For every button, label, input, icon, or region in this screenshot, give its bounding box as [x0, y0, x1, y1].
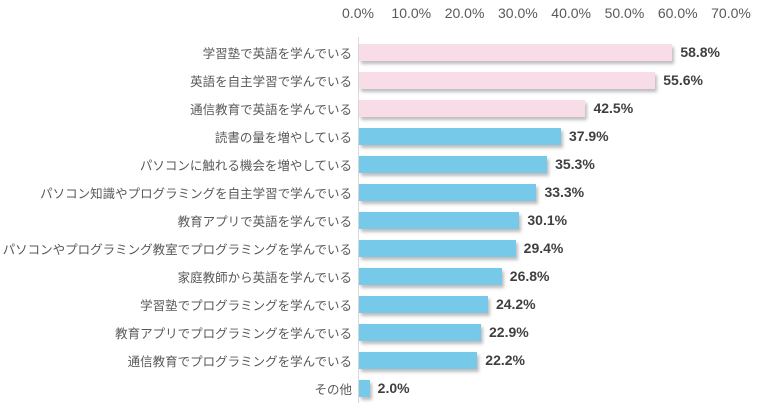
x-axis-tick-labels: 0.0% 10.0% 20.0% 30.0% 40.0% 50.0% 60.0% 70.0% — [342, 5, 751, 25]
value-label: 22.2% — [485, 352, 525, 368]
bar — [359, 239, 516, 257]
category-label: 家庭教師から英語を学んでいる — [177, 270, 352, 285]
bar — [359, 71, 656, 89]
value-label: 35.3% — [555, 156, 595, 172]
bar-row: 読書の量を増やしている 37.9% — [0, 122, 759, 150]
category-label: 読書の量を増やしている — [214, 130, 352, 145]
bar-row: 英語を自主学習で学んでいる 55.6% — [0, 66, 759, 94]
value-label: 37.9% — [568, 128, 609, 144]
value-label: 2.0% — [377, 380, 410, 396]
bar — [359, 155, 548, 173]
value-label: 55.6% — [663, 72, 703, 88]
bar — [359, 43, 673, 61]
bar-track: 2.0% — [359, 379, 732, 397]
bar-row: 教育アプリでプログラミングを学んでいる 22.9% — [0, 318, 759, 346]
category-label: 教育アプリでプログラミングを学んでいる — [115, 326, 352, 341]
x-axis-tick-label: 50.0% — [604, 5, 645, 21]
x-axis-tick-label: 70.0% — [711, 5, 751, 21]
category-label: 英語を自主学習で学んでいる — [190, 74, 352, 89]
category-label: 教育アプリで英語を学んでいる — [177, 214, 352, 229]
bar-track: 24.2% — [359, 295, 732, 313]
bar — [359, 323, 482, 341]
bar-row: 家庭教師から英語を学んでいる 26.8% — [0, 262, 759, 290]
bar-row: その他 2.0% — [0, 374, 759, 402]
bar — [359, 127, 561, 145]
value-label: 58.8% — [680, 44, 721, 60]
bar-track: 33.3% — [359, 183, 732, 201]
x-axis-tick-label: 0.0% — [342, 5, 374, 21]
bar-track: 22.9% — [359, 323, 732, 341]
bar-track: 29.4% — [359, 239, 732, 257]
bar — [359, 379, 370, 397]
bar — [359, 183, 537, 201]
bar-row: パソコンやプログラミング教室でプログラミングを学んでいる 29.4% — [0, 234, 759, 262]
x-axis-tick-label: 10.0% — [391, 5, 432, 21]
value-label: 29.4% — [523, 240, 564, 256]
x-axis-tick-label: 30.0% — [497, 5, 538, 21]
bar-row: 通信教育で英語を学んでいる 42.5% — [0, 94, 759, 122]
category-label: 学習塾でプログラミングを学んでいる — [140, 298, 352, 313]
bar-track: 37.9% — [359, 127, 732, 145]
value-label: 22.9% — [489, 324, 529, 340]
bar-row: 学習塾でプログラミングを学んでいる 24.2% — [0, 290, 759, 318]
bar-track: 58.8% — [359, 43, 732, 61]
category-label: その他 — [314, 382, 352, 397]
bar-rows: 学習塾で英語を学んでいる 58.8% 英語を自主学習で学んでいる 55.6% 通信教育で… — [0, 38, 759, 402]
bar-row: 通信教育でプログラミングを学んでいる 22.2% — [0, 346, 759, 374]
bar-track: 42.5% — [359, 99, 732, 117]
category-label: パソコン知識やプログラミングを自主学習で学んでいる — [40, 186, 352, 201]
bar — [359, 211, 520, 229]
x-axis-tick-label: 20.0% — [444, 5, 485, 21]
bar-row: パソコンに触れる機会を増やしている 35.3% — [0, 150, 759, 178]
category-label: 学習塾で英語を学んでいる — [202, 46, 352, 61]
bar-row: 学習塾で英語を学んでいる 58.8% — [0, 38, 759, 66]
value-label: 26.8% — [509, 268, 550, 284]
value-label: 30.1% — [527, 212, 568, 228]
bar — [359, 351, 478, 369]
bar-track: 30.1% — [359, 211, 732, 229]
bar-track: 26.8% — [359, 267, 732, 285]
bar-track: 55.6% — [359, 71, 732, 89]
bar-row: パソコン知識やプログラミングを自主学習で学んでいる 33.3% — [0, 178, 759, 206]
bar-track: 35.3% — [359, 155, 732, 173]
bar — [359, 99, 586, 117]
value-label: 42.5% — [593, 100, 634, 116]
category-label: 通信教育でプログラミングを学んでいる — [127, 354, 352, 369]
x-axis-tick-label: 40.0% — [551, 5, 591, 21]
bar — [359, 295, 488, 313]
bar-row: 教育アプリで英語を学んでいる 30.1% — [0, 206, 759, 234]
y-axis-line — [358, 37, 359, 403]
bar-track: 22.2% — [359, 351, 732, 369]
category-label: パソコンやプログラミング教室でプログラミングを学んでいる — [2, 242, 352, 257]
value-label: 33.3% — [544, 184, 585, 200]
x-axis-tick-label: 60.0% — [657, 5, 698, 21]
category-label: パソコンに触れる機会を増やしている — [139, 158, 352, 173]
value-label: 24.2% — [495, 296, 536, 312]
category-label: 通信教育で英語を学んでいる — [190, 102, 352, 117]
bar — [359, 267, 502, 285]
